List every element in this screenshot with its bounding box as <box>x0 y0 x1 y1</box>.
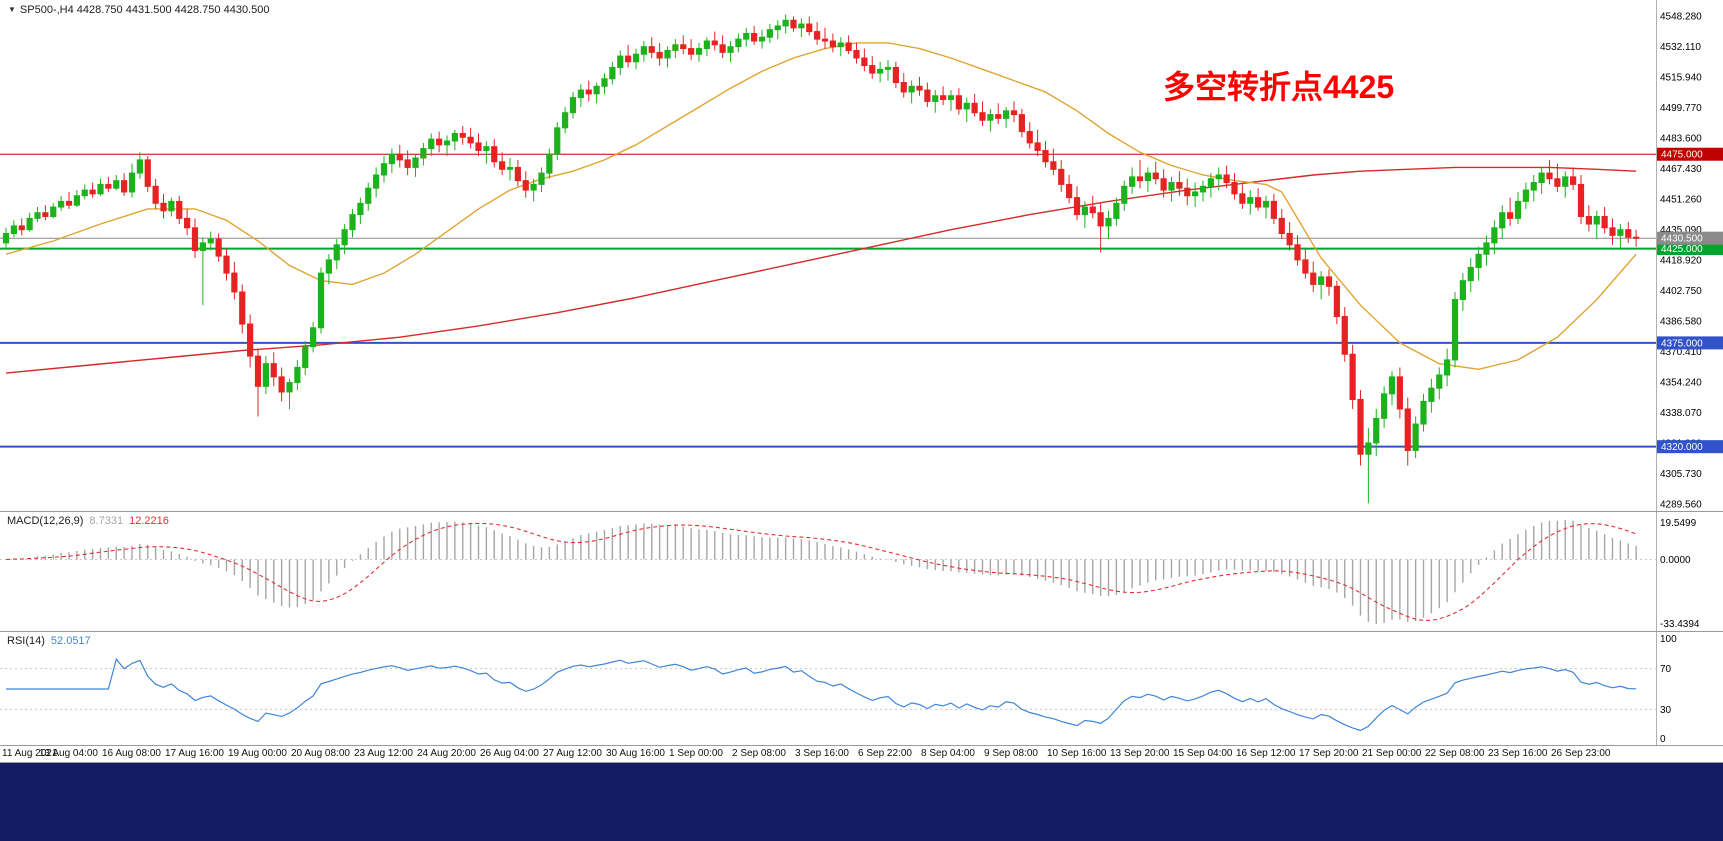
svg-text:4375.000: 4375.000 <box>1661 338 1703 349</box>
time-label: 15 Sep 04:00 <box>1173 748 1233 759</box>
panel-separator <box>0 745 1723 746</box>
macd-signal-value: 12.2216 <box>129 515 169 527</box>
horizontal-levels <box>0 153 1656 448</box>
time-axis[interactable]: 11 Aug 2021 13 Aug 04:00 16 Aug 08:00 17 Au… <box>0 746 1723 762</box>
time-label: 2 Sep 08:00 <box>732 748 786 759</box>
panel-separator <box>0 762 1723 763</box>
time-label: 6 Sep 22:00 <box>858 748 912 759</box>
svg-text:4320.000: 4320.000 <box>1661 442 1703 453</box>
time-label: 27 Aug 12:00 <box>543 748 602 759</box>
macd-signal-line <box>5 522 1637 622</box>
time-label: 24 Aug 20:00 <box>417 748 476 759</box>
svg-text:4467.430: 4467.430 <box>1660 164 1702 175</box>
svg-text:4430.500: 4430.500 <box>1661 234 1703 245</box>
chart-shift-icon[interactable]: ▼ <box>8 5 16 14</box>
chart-title: ▼ SP500-,H4 4428.750 4431.500 4428.750 44… <box>8 4 269 16</box>
svg-text:4548.280: 4548.280 <box>1660 11 1702 22</box>
svg-text:4402.750: 4402.750 <box>1660 286 1702 297</box>
macd-name: MACD(12,26,9) <box>7 515 84 527</box>
time-label: 17 Aug 16:00 <box>165 748 224 759</box>
panel-separator[interactable] <box>0 511 1723 512</box>
candlestick-chart-svg[interactable]: 4548.280 4532.110 4515.940 4499.770 4483.600… <box>0 0 1723 511</box>
bottom-strip <box>0 763 1723 841</box>
svg-text:70: 70 <box>1660 664 1672 675</box>
time-label: 13 Sep 20:00 <box>1110 748 1170 759</box>
time-label: 8 Sep 04:00 <box>921 748 975 759</box>
svg-text:4418.920: 4418.920 <box>1660 256 1702 267</box>
time-label: 22 Sep 08:00 <box>1425 748 1485 759</box>
svg-text:4425.000: 4425.000 <box>1661 244 1703 255</box>
price-axis[interactable]: 4548.280 4532.110 4515.940 4499.770 4483.600… <box>1656 0 1703 511</box>
svg-text:0.0000: 0.0000 <box>1660 555 1691 566</box>
chart-title-text: SP500-,H4 4428.750 4431.500 4428.750 443… <box>19 4 270 16</box>
time-label: 19 Aug 00:00 <box>228 748 287 759</box>
svg-text:100: 100 <box>1660 634 1677 645</box>
svg-text:4370.410: 4370.410 <box>1660 347 1702 358</box>
svg-text:4515.940: 4515.940 <box>1660 72 1702 83</box>
svg-text:4338.070: 4338.070 <box>1660 408 1702 419</box>
macd-axis[interactable]: 19.5499 0.0000 -33.4394 <box>1660 518 1700 630</box>
svg-text:0: 0 <box>1660 734 1666 745</box>
macd-indicator-svg[interactable]: 19.5499 0.0000 -33.4394 <box>0 512 1723 631</box>
time-label: 26 Sep 23:00 <box>1551 748 1611 759</box>
svg-text:4354.240: 4354.240 <box>1660 378 1702 389</box>
rsi-label: RSI(14) 52.0517 <box>7 635 91 647</box>
svg-text:19.5499: 19.5499 <box>1660 518 1697 529</box>
time-label: 11 Aug 2021 <box>2 748 58 759</box>
time-label: 30 Aug 16:00 <box>606 748 665 759</box>
rsi-indicator-svg[interactable]: 100 70 30 0 <box>0 632 1723 745</box>
svg-text:4451.260: 4451.260 <box>1660 195 1702 206</box>
macd-label: MACD(12,26,9) 8.7331 12.2216 <box>7 515 169 527</box>
svg-text:-33.4394: -33.4394 <box>1660 619 1700 630</box>
time-label: 3 Sep 16:00 <box>795 748 849 759</box>
time-label: 23 Aug 12:00 <box>354 748 413 759</box>
price-badges: 4475.000 4425.000 4375.000 4320.000 4430.500 <box>1657 147 1723 454</box>
time-label: 10 Sep 16:00 <box>1047 748 1107 759</box>
svg-text:30: 30 <box>1660 705 1672 716</box>
macd-main-value: 8.7331 <box>89 515 124 527</box>
rsi-name: RSI(14) <box>7 635 45 647</box>
time-label: 23 Sep 16:00 <box>1488 748 1548 759</box>
ma-slow-line <box>5 166 1637 374</box>
time-label: 16 Aug 08:00 <box>102 748 161 759</box>
svg-text:4499.770: 4499.770 <box>1660 103 1702 114</box>
candles-group <box>2 14 1640 504</box>
svg-text:4289.560: 4289.560 <box>1660 500 1702 511</box>
macd-histogram <box>13 520 1637 624</box>
panel-separator[interactable] <box>0 631 1723 632</box>
svg-text:4435.090: 4435.090 <box>1660 225 1702 236</box>
rsi-line <box>6 657 1637 732</box>
svg-text:4532.110: 4532.110 <box>1660 42 1701 53</box>
time-label: 21 Sep 00:00 <box>1362 748 1422 759</box>
rsi-axis[interactable]: 100 70 30 0 <box>1660 634 1677 745</box>
time-label: 20 Aug 08:00 <box>291 748 350 759</box>
svg-text:4483.600: 4483.600 <box>1660 134 1702 145</box>
annotation-text: 多空转折点4425 <box>1163 69 1395 105</box>
time-label: 13 Aug 04:00 <box>39 748 98 759</box>
svg-text:4386.580: 4386.580 <box>1660 317 1702 328</box>
svg-text:4305.730: 4305.730 <box>1660 469 1702 480</box>
rsi-value: 52.0517 <box>50 635 91 647</box>
time-label: 16 Sep 12:00 <box>1236 748 1296 759</box>
time-label: 9 Sep 08:00 <box>984 748 1038 759</box>
time-label: 26 Aug 04:00 <box>480 748 539 759</box>
time-label: 17 Sep 20:00 <box>1299 748 1359 759</box>
svg-text:4475.000: 4475.000 <box>1661 150 1703 161</box>
time-label: 1 Sep 00:00 <box>669 748 723 759</box>
